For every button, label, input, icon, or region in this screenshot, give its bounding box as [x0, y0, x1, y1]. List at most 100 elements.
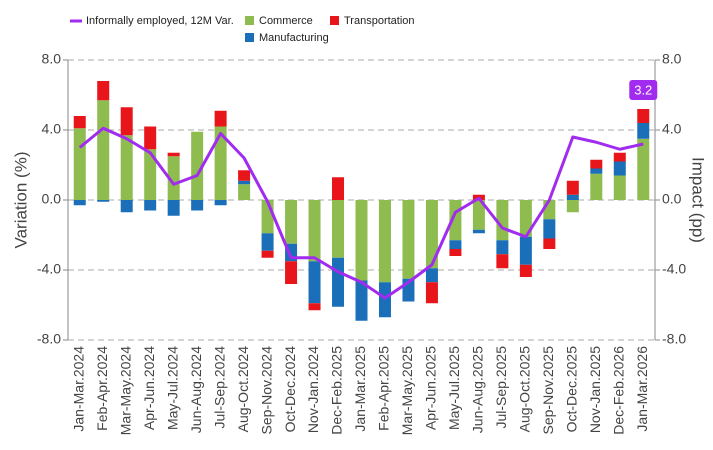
x-tick-label: Aug-Oct.2024 — [235, 346, 251, 433]
bar — [144, 149, 157, 200]
bar — [590, 173, 603, 200]
y-tick-label: 0.0 — [42, 191, 62, 207]
bar — [496, 254, 509, 269]
bar — [144, 126, 157, 150]
x-tick-label: Nov-Jan.2024 — [305, 346, 321, 433]
value-label-box — [629, 80, 658, 100]
x-tick-label: Jan-Mar.2026 — [634, 346, 650, 432]
bar — [97, 81, 110, 101]
bar — [378, 200, 391, 283]
x-tick-label: Jan-Mar.2025 — [352, 346, 368, 432]
y2-tick-label: -8.0 — [662, 331, 686, 347]
bar — [472, 229, 485, 234]
y-tick-label: -4.0 — [37, 261, 61, 277]
y-tick-label: 8.0 — [42, 51, 62, 67]
bar — [167, 152, 180, 157]
bar — [637, 138, 650, 200]
y2-tick-label: 8.0 — [662, 51, 682, 67]
value-label: 3.2 — [634, 82, 652, 97]
x-tick-label: Mar-May.2024 — [117, 346, 133, 435]
bar — [73, 200, 86, 206]
bar — [637, 109, 650, 123]
x-tick-label: Dec-Feb.2025 — [329, 346, 345, 435]
y2-tick-label: -4.0 — [662, 261, 686, 277]
x-tick-label: Apr-Jun.2025 — [423, 346, 439, 430]
bar — [167, 156, 180, 200]
bar — [285, 200, 298, 244]
legend-label: Transportation — [344, 15, 415, 27]
bar — [144, 200, 157, 211]
bar — [496, 240, 509, 255]
y-tick-label: -8.0 — [37, 331, 61, 347]
bar — [308, 200, 321, 262]
x-tick-label: Jun-Aug.2025 — [470, 346, 486, 433]
bar — [543, 238, 556, 249]
bar — [261, 233, 274, 251]
bar — [637, 123, 650, 139]
legend-swatch — [245, 33, 254, 42]
x-tick-label: Apr-Jun.2024 — [141, 346, 157, 430]
y2-axis-label: Impact (pp) — [689, 157, 708, 243]
bar — [285, 261, 298, 284]
x-tick-label: Feb-Apr.2024 — [94, 346, 110, 431]
bar — [613, 152, 626, 162]
bar — [425, 200, 438, 269]
bar — [238, 180, 251, 185]
bar — [120, 107, 133, 136]
x-tick-label: Feb-Apr.2025 — [376, 346, 392, 431]
bar — [590, 159, 603, 169]
bar — [120, 200, 133, 213]
bar — [332, 200, 345, 258]
bar — [613, 175, 626, 200]
bar — [355, 200, 368, 281]
bar — [543, 219, 556, 239]
bar — [308, 261, 321, 304]
bar — [543, 200, 556, 220]
bar — [120, 135, 133, 200]
x-tick-label: Nov-Jan.2025 — [587, 346, 603, 433]
bar — [73, 128, 86, 200]
bar — [97, 200, 110, 202]
bar — [214, 126, 227, 200]
bar — [261, 250, 274, 258]
bar — [472, 200, 485, 230]
bar — [332, 177, 345, 200]
bar — [378, 282, 391, 318]
bar — [97, 100, 110, 200]
x-tick-label: Mar-May.2025 — [399, 346, 415, 435]
x-tick-label: May-Jul.2025 — [446, 346, 462, 430]
x-tick-label: May-Jul.2024 — [164, 346, 180, 430]
bar — [566, 200, 579, 213]
bar — [590, 168, 603, 174]
x-tick-label: Dec-Feb.2026 — [610, 346, 626, 435]
bar — [191, 200, 204, 211]
bar — [519, 264, 532, 277]
bar — [425, 282, 438, 304]
bar — [519, 200, 532, 237]
y-tick-label: 4.0 — [42, 121, 62, 137]
bar — [566, 180, 579, 195]
bar — [519, 236, 532, 265]
bar — [308, 303, 321, 311]
legend-swatch — [330, 16, 339, 25]
x-tick-label: Jun-Aug.2024 — [188, 346, 204, 433]
legend-label: Commerce — [259, 15, 313, 27]
legend-label: Manufacturing — [259, 32, 329, 44]
x-tick-label: Sep-Nov.2025 — [540, 346, 556, 435]
y-axis-label: Variation (%) — [11, 152, 30, 249]
bar — [496, 200, 509, 241]
x-tick-label: Sep-Nov.2024 — [258, 346, 274, 435]
bar — [332, 257, 345, 307]
bar — [73, 116, 86, 129]
legend-swatch — [245, 16, 254, 25]
x-tick-label: Oct-Dec.2024 — [282, 346, 298, 433]
bar — [449, 240, 462, 249]
y2-tick-label: 0.0 — [662, 191, 682, 207]
x-tick-label: Jul-Sep.2025 — [493, 346, 509, 429]
bar — [449, 249, 462, 256]
bar — [613, 161, 626, 176]
y2-tick-label: 4.0 — [662, 121, 682, 137]
bar — [425, 268, 438, 283]
bar — [566, 194, 579, 200]
